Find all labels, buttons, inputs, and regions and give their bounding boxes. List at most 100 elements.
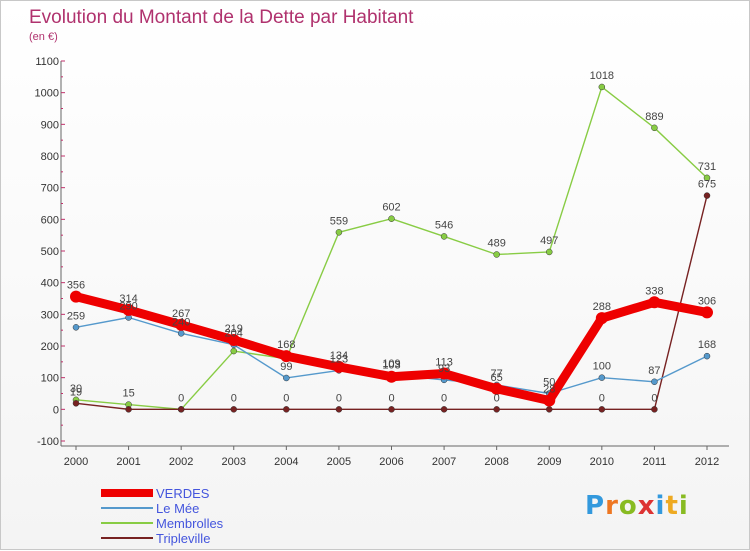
data-point bbox=[651, 124, 658, 132]
legend-swatch bbox=[101, 522, 153, 524]
y-tick-label: 800 bbox=[41, 151, 59, 163]
data-label: 497 bbox=[540, 235, 558, 247]
data-point bbox=[598, 374, 606, 381]
x-tick-label: 2008 bbox=[484, 456, 508, 468]
data-label: 559 bbox=[330, 215, 348, 227]
legend-item-verdes: VERDES bbox=[101, 485, 210, 501]
logo-letter: r bbox=[605, 491, 619, 521]
data-label: 99 bbox=[280, 361, 292, 373]
data-point bbox=[651, 378, 658, 386]
y-tick-label: 600 bbox=[41, 214, 59, 226]
data-label: 267 bbox=[172, 308, 190, 320]
data-point bbox=[598, 83, 606, 91]
data-label: 50 bbox=[543, 377, 555, 389]
data-label: 0 bbox=[336, 392, 342, 404]
x-tick-label: 2007 bbox=[432, 456, 456, 468]
data-label: 0 bbox=[651, 392, 657, 404]
x-tick-label: 2009 bbox=[537, 456, 561, 468]
x-tick-label: 2002 bbox=[169, 456, 193, 468]
data-point bbox=[648, 296, 661, 309]
data-point bbox=[493, 406, 500, 413]
data-label: 30 bbox=[70, 383, 82, 395]
data-label: 288 bbox=[593, 301, 611, 313]
y-tick-label: 1100 bbox=[35, 56, 59, 68]
data-point bbox=[283, 374, 290, 382]
series-line bbox=[71, 292, 712, 405]
x-tick-label: 2006 bbox=[379, 456, 403, 468]
x-tick-label: 2010 bbox=[590, 456, 614, 468]
data-point bbox=[177, 330, 185, 337]
y-tick-label: 700 bbox=[41, 183, 59, 195]
data-label: 338 bbox=[645, 285, 663, 297]
data-label: 306 bbox=[698, 295, 716, 307]
y-tick-label: 500 bbox=[41, 246, 59, 258]
legend-item-le-mee: Le Mée bbox=[101, 500, 200, 516]
data-point bbox=[335, 406, 343, 413]
data-point bbox=[227, 333, 240, 346]
data-label: 0 bbox=[441, 392, 447, 404]
x-tick-label: 2011 bbox=[643, 456, 667, 468]
data-label: 168 bbox=[698, 339, 716, 351]
y-tick-label: 100 bbox=[41, 373, 59, 385]
data-label: 489 bbox=[487, 237, 505, 249]
data-label: 77 bbox=[491, 368, 503, 380]
data-point bbox=[703, 192, 711, 199]
chart-unit: (en €) bbox=[29, 31, 58, 43]
data-point bbox=[230, 347, 237, 355]
logo-letter: i bbox=[678, 491, 689, 521]
data-label: 219 bbox=[225, 323, 243, 335]
data-point bbox=[703, 174, 711, 182]
data-point bbox=[546, 406, 553, 413]
data-point bbox=[701, 306, 713, 319]
legend-item-tripleville: Tripleville bbox=[101, 531, 210, 546]
data-label: 290 bbox=[119, 301, 137, 313]
data-label: 28 bbox=[543, 383, 555, 395]
data-label: 87 bbox=[648, 365, 660, 377]
data-point bbox=[440, 406, 448, 413]
data-label: 259 bbox=[67, 310, 85, 322]
y-tick-label: 400 bbox=[41, 278, 59, 290]
data-label: 356 bbox=[67, 280, 85, 292]
data-label: 240 bbox=[172, 316, 190, 328]
data-label: 0 bbox=[494, 392, 500, 404]
legend-swatch bbox=[101, 507, 153, 509]
proxiti-logo: Proxiti bbox=[585, 491, 689, 521]
legend-swatch bbox=[101, 537, 153, 539]
data-point bbox=[651, 406, 658, 413]
legend-label: Le Mée bbox=[156, 500, 200, 516]
data-label: 0 bbox=[388, 392, 394, 404]
data-label: 134 bbox=[330, 350, 348, 362]
chart-title: Evolution du Montant de la Dette par Hab… bbox=[29, 7, 414, 28]
legend-label: VERDES bbox=[156, 485, 210, 501]
logo-letter: i bbox=[655, 491, 666, 521]
data-label: 602 bbox=[382, 202, 400, 214]
data-point bbox=[175, 318, 188, 331]
x-tick-label: 2001 bbox=[116, 456, 140, 468]
data-point bbox=[598, 406, 606, 413]
data-label: 113 bbox=[435, 357, 453, 369]
data-point bbox=[177, 406, 185, 413]
y-tick-label: -100 bbox=[37, 436, 59, 448]
data-label: 109 bbox=[382, 358, 400, 370]
legend-swatch bbox=[101, 489, 153, 497]
data-label: 0 bbox=[231, 392, 237, 404]
data-point bbox=[280, 350, 293, 363]
data-label: 15 bbox=[122, 388, 134, 400]
data-point bbox=[440, 233, 448, 240]
data-point bbox=[72, 400, 80, 407]
data-label: 93 bbox=[438, 363, 450, 375]
data-point bbox=[388, 215, 395, 222]
data-label: 731 bbox=[698, 161, 716, 173]
logo-letter: o bbox=[618, 491, 638, 521]
y-tick-label: 900 bbox=[41, 119, 59, 131]
data-point bbox=[490, 382, 503, 395]
data-point bbox=[72, 324, 80, 331]
data-point bbox=[388, 406, 395, 413]
data-point bbox=[385, 370, 398, 383]
data-label: 204 bbox=[225, 328, 243, 340]
x-tick-label: 2003 bbox=[222, 456, 246, 468]
data-label: 546 bbox=[435, 219, 453, 231]
data-point bbox=[70, 290, 82, 303]
